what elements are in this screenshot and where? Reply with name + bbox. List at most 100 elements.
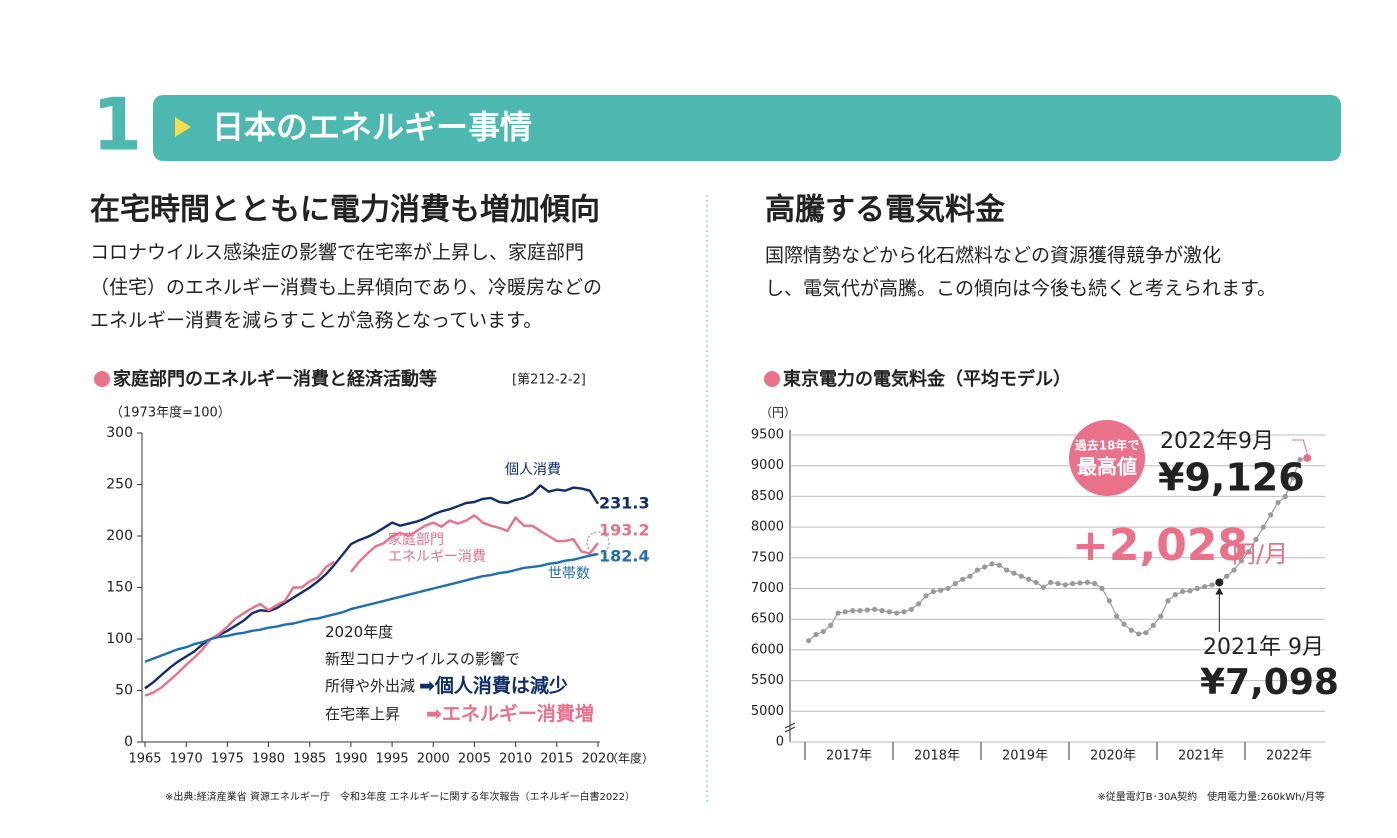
price-point (938, 587, 944, 593)
x-tick-label: 2015 (540, 752, 573, 767)
price-point (1290, 475, 1296, 481)
price-point (1268, 512, 1274, 518)
price-point (996, 562, 1002, 568)
price-point (806, 638, 812, 644)
series-line (144, 552, 599, 663)
price-point (857, 608, 863, 614)
title-dot (94, 371, 110, 387)
price-point (1040, 584, 1046, 590)
series-name: 家庭部門 エネルギー消費 (388, 532, 486, 565)
y-tick-label: 0 (124, 734, 133, 750)
price-point (1303, 453, 1312, 462)
price-point (835, 610, 841, 616)
price-point (1092, 580, 1098, 587)
y-tick-label: 5500 (751, 673, 784, 688)
annotation-value: ¥9,126 (1158, 456, 1305, 500)
price-point (1099, 585, 1105, 592)
y-tick-label: 0 (776, 735, 784, 750)
price-point (974, 567, 980, 573)
price-point (1136, 631, 1142, 637)
title-dot (764, 371, 780, 387)
price-point (1033, 579, 1039, 585)
footnote: ※従量電灯B･30A契約 使用電力量:260kWh/月等 (1097, 790, 1325, 803)
badge (1069, 420, 1145, 496)
end-label: 193.2 (599, 521, 650, 540)
price-point (982, 564, 988, 570)
badge-text: 最高値 (1077, 455, 1137, 479)
price-point (872, 606, 878, 612)
x-tick-label: 2020年 (1090, 749, 1136, 764)
price-point (886, 609, 892, 615)
chart-title: 東京電力の電気料金（平均モデル） (783, 368, 1071, 390)
y-tick-label: 6500 (751, 612, 784, 627)
annotation-part: 所得や外出減 (325, 677, 415, 695)
price-point (916, 601, 922, 607)
price-point (1172, 592, 1178, 598)
series-line (144, 514, 599, 697)
arrow-head (1215, 587, 1224, 595)
x-tick-label: 2010 (499, 752, 532, 767)
left-body: コロナウイルス感染症の影響で在宅率が上昇し、家庭部門 (90, 242, 584, 264)
y-tick-label: 200 (106, 528, 133, 544)
x-tick-label: 1980 (252, 752, 285, 767)
price-point (1209, 582, 1215, 588)
change-value: +2,028 (1072, 520, 1248, 571)
price-point (930, 588, 936, 595)
y-tick-label: 7500 (751, 550, 784, 565)
series-name: 個人消費 (505, 462, 561, 478)
price-point (1018, 573, 1024, 579)
x-tick-label: 2022年 (1266, 749, 1312, 764)
y-tick-label: 300 (106, 425, 133, 441)
price-point (813, 631, 819, 638)
price-point (989, 561, 995, 567)
x-tick-label: 1985 (293, 752, 326, 767)
series-name: 世帯数 (548, 566, 590, 582)
annotation: 所得や外出減 ➡個人消費は減少 (325, 674, 568, 697)
y-tick-label: 9000 (751, 458, 784, 473)
annotation-part: 2020年度 (325, 623, 393, 641)
annotation-part: 新型コロナウイルスの影響で (325, 650, 520, 668)
page-title: 日本のエネルギー事情 (212, 108, 532, 146)
price-point (1165, 598, 1171, 604)
price-point (842, 609, 848, 615)
y-tick-label: 7000 (751, 581, 784, 596)
leader-line (1292, 439, 1308, 455)
y-tick-label: 8000 (751, 520, 784, 535)
x-tick-label: 2000 (417, 752, 450, 767)
y-axis-label: （1973年度=100） (110, 405, 231, 421)
x-tick-label: 2005 (458, 752, 491, 767)
right-heading: 高騰する電気料金 (765, 193, 1006, 228)
annotation-part: ➡個人消費は減少 (419, 674, 568, 697)
price-point (850, 608, 856, 614)
x-tick-label: 2020 (581, 752, 614, 767)
annotation: 在宅率上昇 ➡エネルギー消費増 (325, 702, 594, 725)
price-point (1077, 580, 1083, 586)
x-tick-label: 1990 (334, 752, 367, 767)
highlight-ring (586, 531, 610, 555)
price-point (1297, 456, 1303, 463)
source-ref: [第212-2-2] (512, 373, 586, 388)
price-point (1187, 588, 1193, 594)
left-body: エネルギー消費を減らすことが急務となっています。 (90, 310, 542, 332)
annotation-date: 2021年 9月 (1203, 635, 1324, 660)
change-unit: 円/月 (1232, 540, 1288, 568)
price-point (1026, 576, 1032, 582)
title-bar (153, 95, 1341, 161)
price-point (1143, 630, 1149, 636)
right-body: し、電気代が高騰。この傾向は今後も続くと考えられます。 (765, 278, 1276, 300)
price-point (1114, 613, 1120, 619)
x-tick-label: 1995 (376, 752, 409, 767)
price-point (879, 608, 885, 614)
price-point (1260, 524, 1266, 530)
y-tick-label: 6000 (751, 642, 784, 657)
price-point (908, 606, 914, 612)
price-point (1128, 627, 1134, 633)
price-point (923, 593, 929, 599)
price-point (1070, 580, 1076, 587)
price-point (1158, 613, 1164, 619)
y-tick-label: 100 (106, 631, 133, 647)
price-point (820, 628, 826, 635)
left-heading: 在宅時間とともに電力消費も増加傾向 (90, 193, 600, 228)
